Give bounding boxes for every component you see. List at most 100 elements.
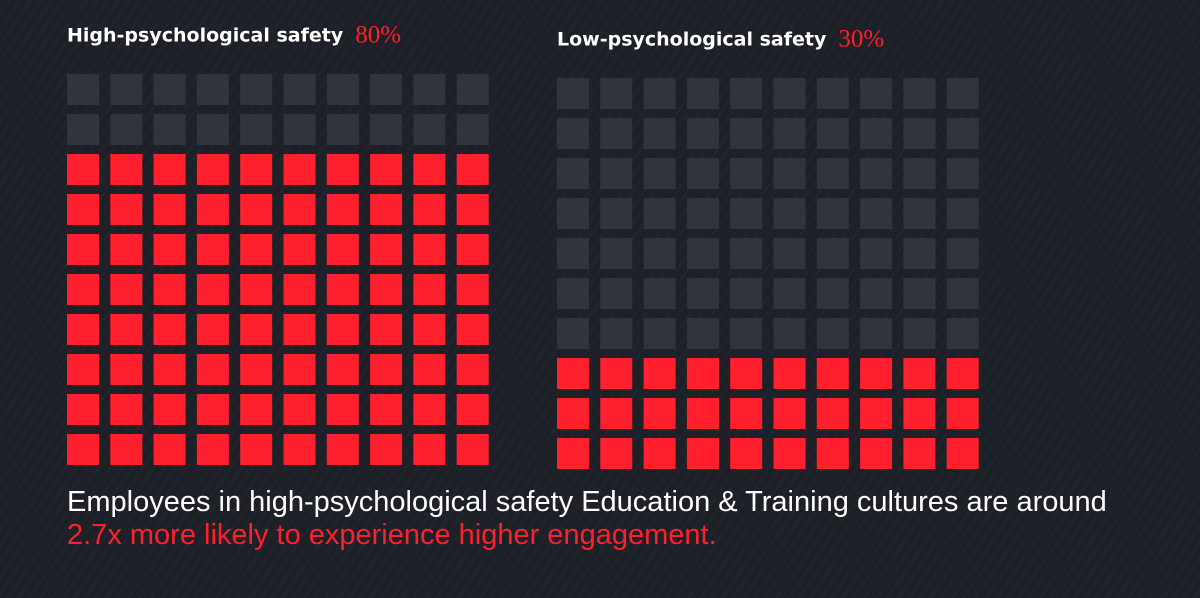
waffle-cell-filled <box>860 358 893 389</box>
waffle-cell-empty <box>643 318 676 349</box>
caption: Employees in high-psychological safety E… <box>67 486 1127 552</box>
waffle-cell-empty <box>946 118 979 149</box>
waffle-cell-empty <box>946 198 979 229</box>
waffle-cell-empty <box>686 318 719 349</box>
waffle-cell-filled <box>240 194 273 225</box>
waffle-cell-filled <box>413 314 446 345</box>
waffle-cell-filled <box>153 434 186 465</box>
waffle-cell-empty <box>816 238 849 269</box>
chart: High-psychological safety 80% Low-psycholo… <box>67 22 979 469</box>
waffle-cell-empty <box>600 238 633 269</box>
waffle-cell-filled <box>326 234 359 265</box>
waffle-cell-empty <box>816 78 849 109</box>
waffle-cell-filled <box>643 438 676 469</box>
waffle-cell-filled <box>326 434 359 465</box>
waffle-cell-empty <box>730 278 763 309</box>
waffle-cell-filled <box>557 438 589 469</box>
waffle-cell-filled <box>196 274 229 305</box>
waffle-cell-empty <box>413 114 446 145</box>
value-label: 30% <box>838 26 884 53</box>
waffle-cell-filled <box>643 398 676 429</box>
waffle-cell-empty <box>903 278 936 309</box>
chart-title: Low-psychological safety <box>557 29 827 51</box>
waffle-cell-empty <box>816 278 849 309</box>
waffle-cell-empty <box>946 158 979 189</box>
waffle-cell-empty <box>110 74 143 105</box>
waffle-cell-filled <box>67 394 99 425</box>
caption-highlight: 2.7x more likely to experience higher en… <box>67 519 717 551</box>
waffle-cell-filled <box>456 354 489 385</box>
waffle-cell-filled <box>67 434 99 465</box>
waffle-cell-filled <box>67 194 99 225</box>
waffle-cell-filled <box>153 234 186 265</box>
waffle-cell-empty <box>600 118 633 149</box>
waffle-cell-filled <box>326 274 359 305</box>
waffle-cell-empty <box>557 118 589 149</box>
waffle-cell-filled <box>110 194 143 225</box>
waffle-cell-filled <box>153 194 186 225</box>
waffle-cell-filled <box>413 194 446 225</box>
waffle-cell-empty <box>600 318 633 349</box>
waffle-cell-filled <box>600 438 633 469</box>
waffle-cell-filled <box>67 274 99 305</box>
waffle-cell-empty <box>196 74 229 105</box>
waffle-cell-filled <box>153 154 186 185</box>
waffle-cell-empty <box>283 114 316 145</box>
waffle-cell-empty <box>413 74 446 105</box>
waffle-cell-filled <box>196 234 229 265</box>
waffle-cell-filled <box>283 154 316 185</box>
waffle-cell-empty <box>456 114 489 145</box>
waffle-cell-filled <box>456 314 489 345</box>
waffle-cell-filled <box>283 354 316 385</box>
waffle-cell-filled <box>326 394 359 425</box>
waffle-cell-empty <box>773 78 806 109</box>
waffle-cell-filled <box>240 354 273 385</box>
waffle-cell-filled <box>67 154 99 185</box>
waffle-cell-empty <box>686 198 719 229</box>
waffle-cell-filled <box>326 354 359 385</box>
waffle-cell-empty <box>860 118 893 149</box>
waffle-cell-empty <box>730 118 763 149</box>
waffle-cell-empty <box>773 318 806 349</box>
waffle-cell-filled <box>413 154 446 185</box>
waffle-cell-empty <box>557 318 589 349</box>
waffle-cell-filled <box>67 234 99 265</box>
waffle-cell-filled <box>283 274 316 305</box>
waffle-cell-filled <box>816 398 849 429</box>
waffle-cell-filled <box>110 154 143 185</box>
waffle-cell-empty <box>557 78 589 109</box>
waffle-cell-filled <box>196 194 229 225</box>
waffle-cell-filled <box>283 434 316 465</box>
waffle-cell-filled <box>110 434 143 465</box>
waffle-cell-empty <box>730 318 763 349</box>
waffle-cell-empty <box>643 238 676 269</box>
waffle-cell-empty <box>456 74 489 105</box>
waffle-cell-empty <box>557 278 589 309</box>
waffle-cell-empty <box>686 158 719 189</box>
waffle-cell-empty <box>903 118 936 149</box>
waffle-cell-filled <box>370 274 403 305</box>
waffle-cell-filled <box>67 314 99 345</box>
chart-title: High-psychological safety <box>67 25 344 47</box>
waffle-cell-filled <box>557 358 589 389</box>
waffle-cell-empty <box>903 78 936 109</box>
waffle-cell-filled <box>456 274 489 305</box>
waffle-cell-empty <box>730 158 763 189</box>
waffle-cell-filled <box>456 234 489 265</box>
waffle-cell-filled <box>730 398 763 429</box>
waffle-cell-filled <box>196 354 229 385</box>
waffle-cell-empty <box>686 278 719 309</box>
waffle-cell-filled <box>816 358 849 389</box>
waffle-cell-empty <box>773 198 806 229</box>
waffle-cell-filled <box>600 398 633 429</box>
waffle-cell-empty <box>816 198 849 229</box>
waffle-cell-empty <box>860 158 893 189</box>
waffle-cell-empty <box>816 158 849 189</box>
waffle-cell-filled <box>326 194 359 225</box>
waffle-cell-empty <box>773 158 806 189</box>
waffle-cell-filled <box>686 438 719 469</box>
waffle-cell-filled <box>903 358 936 389</box>
waffle-cell-empty <box>643 118 676 149</box>
waffle-cell-filled <box>413 234 446 265</box>
waffle-cell-filled <box>557 398 589 429</box>
